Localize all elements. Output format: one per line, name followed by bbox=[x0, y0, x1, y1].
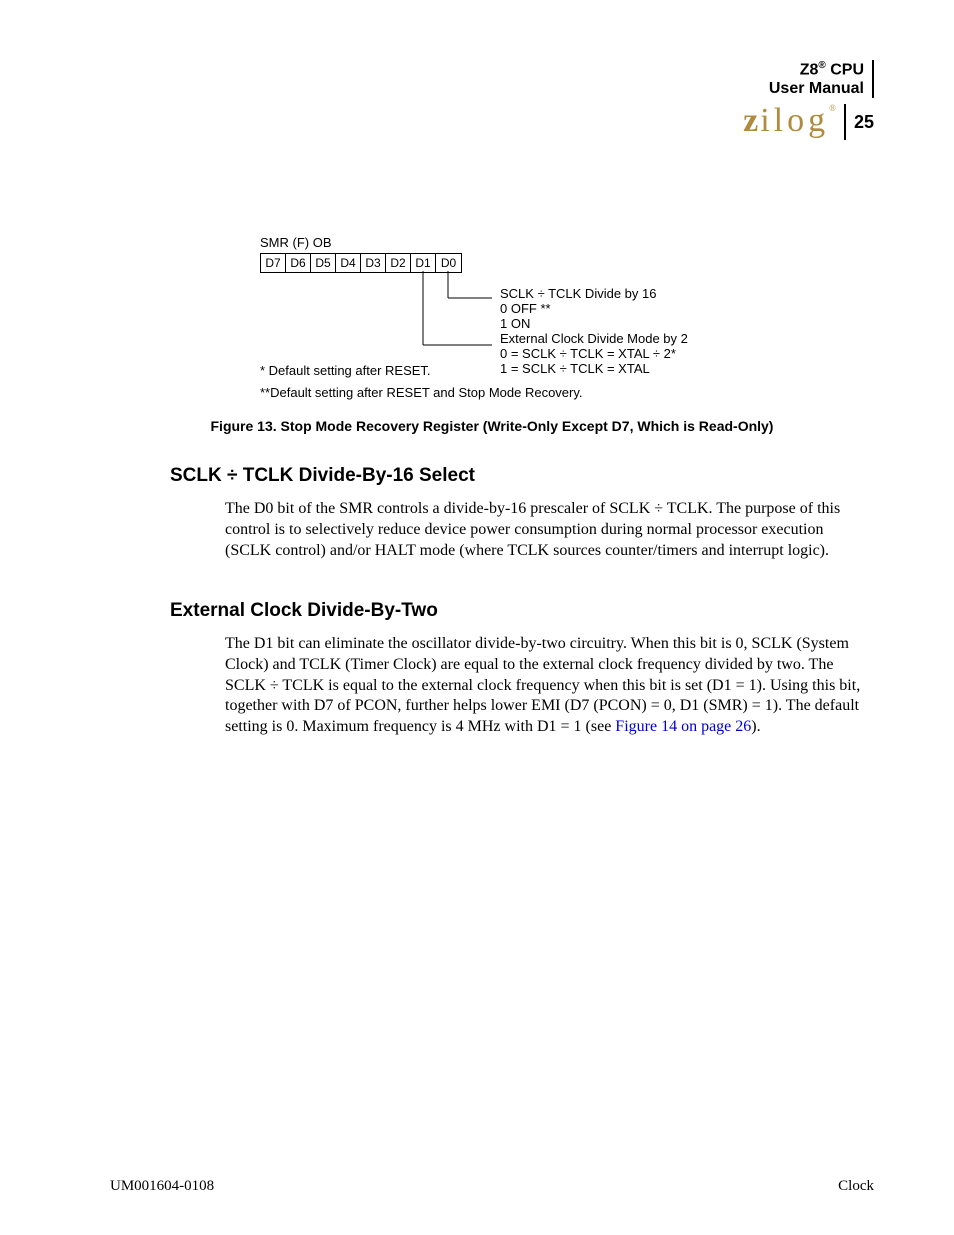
header-registered: ® bbox=[818, 60, 825, 71]
section2-body-pre: The D1 bit can eliminate the oscillator … bbox=[225, 635, 860, 735]
figure-caption: Figure 13. Stop Mode Recovery Register (… bbox=[110, 418, 874, 434]
bit-descriptions: SCLK ÷ TCLK Divide by 16 0 OFF ** 1 ON E… bbox=[500, 287, 688, 377]
page-header: Z8® CPU User Manual zilog® 25 bbox=[743, 60, 874, 140]
register-label: SMR (F) OB bbox=[260, 235, 840, 251]
page-number: 25 bbox=[846, 112, 874, 133]
header-product-line: Z8® CPU bbox=[743, 60, 864, 80]
section2-body-post: ). bbox=[751, 718, 760, 735]
page: Z8® CPU User Manual zilog® 25 SMR (F) OB… bbox=[0, 0, 954, 1235]
logo-z: z bbox=[743, 102, 760, 139]
logo-registered: ® bbox=[829, 103, 836, 113]
diagram-footnote-2: **Default setting after RESET and Stop M… bbox=[260, 385, 583, 401]
section1-title: SCLK ÷ TCLK Divide-By-16 Select bbox=[170, 465, 864, 487]
footer-docid: UM001604-0108 bbox=[110, 1178, 214, 1195]
section-sclk-divide-16: SCLK ÷ TCLK Divide-By-16 Select The D0 b… bbox=[170, 465, 864, 561]
section-external-clock-divide-2: External Clock Divide-By-Two The D1 bit … bbox=[170, 600, 864, 738]
desc-line-6: 1 = SCLK ÷ TCLK = XTAL bbox=[500, 362, 688, 377]
figure-14-xref[interactable]: Figure 14 on page 26 bbox=[615, 718, 751, 735]
desc-line-1: SCLK ÷ TCLK Divide by 16 bbox=[500, 287, 688, 302]
footer-section: Clock bbox=[838, 1178, 874, 1195]
desc-line-5: 0 = SCLK ÷ TCLK = XTAL ÷ 2* bbox=[500, 347, 688, 362]
zilog-logo: zilog® bbox=[743, 104, 846, 140]
page-footer: UM001604-0108 Clock bbox=[110, 1178, 874, 1195]
section2-title: External Clock Divide-By-Two bbox=[170, 600, 864, 622]
section1-body: The D0 bit of the SMR controls a divide-… bbox=[225, 499, 864, 561]
logo-row: zilog® 25 bbox=[743, 104, 874, 140]
diagram-footnote-1: * Default setting after RESET. bbox=[260, 363, 431, 379]
diagram-lines bbox=[260, 253, 500, 363]
section2-body: The D1 bit can eliminate the oscillator … bbox=[225, 634, 864, 738]
desc-line-4: External Clock Divide Mode by 2 bbox=[500, 332, 688, 347]
register-diagram: SMR (F) OB D7 D6 D5 D4 D3 D2 D1 D0 SCLK … bbox=[260, 235, 840, 273]
logo-text: ilog bbox=[760, 102, 829, 139]
desc-line-3: 1 ON bbox=[500, 317, 688, 332]
header-titles: Z8® CPU User Manual bbox=[743, 60, 874, 98]
header-product: Z8 bbox=[800, 61, 819, 78]
header-cpu: CPU bbox=[826, 61, 864, 78]
header-manual: User Manual bbox=[743, 80, 864, 98]
desc-line-2: 0 OFF ** bbox=[500, 302, 688, 317]
